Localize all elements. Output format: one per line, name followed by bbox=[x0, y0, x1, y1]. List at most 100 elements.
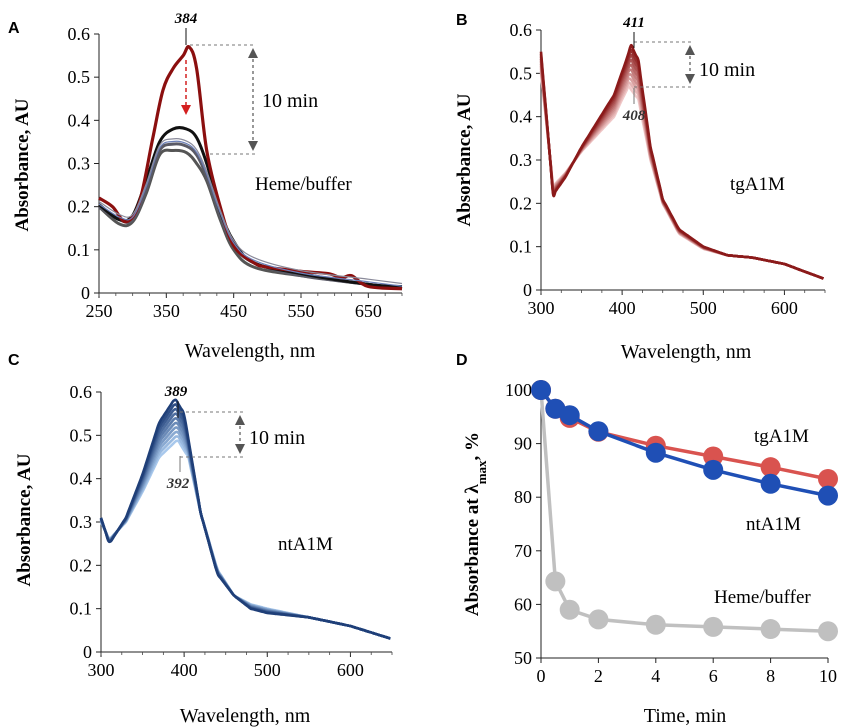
spectrum-line bbox=[98, 44, 403, 291]
y-tick-label: 0.2 bbox=[70, 555, 93, 575]
y-tick-label: 80 bbox=[514, 487, 532, 507]
data-point bbox=[703, 616, 724, 637]
y-axis-label: Absorbance, AU bbox=[12, 98, 33, 231]
sample-label: tgA1M bbox=[730, 174, 785, 195]
y-tick-label: 0.6 bbox=[68, 24, 91, 44]
y-tick-label: 0.3 bbox=[68, 154, 91, 174]
spectrum-line bbox=[539, 58, 824, 280]
x-axis-label: Wavelength, nm bbox=[621, 341, 752, 363]
x-tick-label: 2 bbox=[594, 666, 603, 686]
time-label: 10 min bbox=[262, 90, 318, 112]
y-tick-label: 0.4 bbox=[510, 107, 533, 127]
spectrum-line bbox=[539, 61, 824, 280]
data-point bbox=[760, 619, 781, 640]
x-axis-label: Wavelength, nm bbox=[180, 705, 311, 727]
y-tick-label: 0 bbox=[83, 642, 92, 662]
y-tick-label: 0 bbox=[81, 283, 90, 303]
data-point bbox=[559, 405, 580, 426]
panel-letter: B bbox=[456, 12, 468, 29]
x-tick-label: 10 bbox=[819, 666, 837, 686]
x-tick-label: 500 bbox=[254, 660, 281, 680]
data-point bbox=[531, 380, 551, 400]
y-tick-label: 0.1 bbox=[68, 240, 91, 260]
spectra bbox=[99, 398, 391, 640]
sample-label: ntA1M bbox=[278, 534, 333, 555]
y-tick-label: 0.4 bbox=[68, 110, 91, 130]
x-tick-label: 600 bbox=[337, 660, 364, 680]
data-point bbox=[818, 485, 838, 506]
data-point bbox=[818, 621, 838, 642]
spectrum-line bbox=[98, 148, 403, 291]
y-tick-label: 0.5 bbox=[510, 63, 533, 83]
spectrum-line bbox=[539, 63, 824, 280]
annotation-10min: 10 min 384 bbox=[174, 11, 318, 155]
spectra bbox=[539, 43, 824, 280]
data-point bbox=[818, 468, 838, 489]
peak-label-start: 411 bbox=[622, 15, 645, 31]
spectrum-line bbox=[98, 138, 403, 285]
data-point bbox=[760, 473, 781, 494]
annotation-10min: 10 min 389 392 bbox=[164, 384, 305, 492]
y-tick-label: 0.1 bbox=[510, 237, 533, 257]
x-tick-label: 300 bbox=[88, 660, 115, 680]
y-tick-label: 0.6 bbox=[70, 382, 93, 402]
x-tick-label: 600 bbox=[771, 298, 798, 318]
axes: 250 350 450 550 650 0 0.1 0.2 0.3 0.4 0.5 0.6 bbox=[68, 24, 403, 321]
data-point bbox=[645, 614, 666, 635]
panel-letter: C bbox=[8, 352, 20, 369]
x-tick-label: 300 bbox=[528, 298, 555, 318]
x-tick-label: 6 bbox=[709, 666, 718, 686]
series-label-tgA1M: tgA1M bbox=[754, 426, 809, 447]
annotation-10min: 10 min 411 408 bbox=[622, 15, 755, 124]
y-tick-label: 0.3 bbox=[510, 150, 533, 170]
peak-label-end: 392 bbox=[166, 476, 190, 492]
spectrum-line bbox=[539, 43, 824, 280]
panel-c: C Absorbance, AU Wavelength, nm 300 400 50… bbox=[8, 352, 393, 727]
y-tick-label: 0.5 bbox=[68, 67, 91, 87]
peak-label: 384 bbox=[174, 11, 198, 27]
x-tick-label: 400 bbox=[171, 660, 198, 680]
data-point bbox=[545, 571, 566, 592]
x-tick-label: 500 bbox=[690, 298, 717, 318]
x-tick-label: 650 bbox=[355, 301, 382, 321]
time-course bbox=[531, 380, 838, 642]
x-tick-label: 8 bbox=[766, 666, 775, 686]
y-axis-label: Absorbance at λmax, % bbox=[462, 432, 489, 616]
y-tick-label: 0.2 bbox=[510, 193, 533, 213]
time-label: 10 min bbox=[699, 59, 755, 81]
x-tick-label: 550 bbox=[288, 301, 315, 321]
spectrum-line bbox=[99, 430, 391, 640]
spectrum-line bbox=[98, 140, 403, 287]
axes: 300 400 500 600 0 0.1 0.2 0.3 0.4 0.5 0.6 bbox=[70, 382, 393, 680]
spectrum-line bbox=[99, 426, 391, 640]
y-tick-label: 0.5 bbox=[70, 425, 93, 445]
y-axis-label: Absorbance, AU bbox=[14, 453, 35, 586]
spectrum-line bbox=[539, 48, 824, 280]
axes: 300 400 500 600 0 0.1 0.2 0.3 0.4 0.5 0.6 bbox=[510, 20, 826, 318]
x-axis-label: Wavelength, nm bbox=[185, 340, 316, 362]
spectra bbox=[98, 44, 403, 291]
panel-letter: D bbox=[456, 352, 468, 369]
x-tick-label: 250 bbox=[86, 301, 113, 321]
y-tick-label: 60 bbox=[514, 594, 532, 614]
x-tick-label: 400 bbox=[609, 298, 636, 318]
data-point bbox=[760, 457, 781, 478]
y-tick-label: 0.4 bbox=[70, 469, 93, 489]
x-tick-label: 350 bbox=[153, 301, 180, 321]
x-axis-label: Time, min bbox=[644, 705, 727, 727]
panel-d: D Absorbance at λmax, % Time, min 0 2 4 6 8 1… bbox=[456, 352, 838, 727]
y-tick-label: 100 bbox=[505, 380, 532, 400]
x-tick-label: 0 bbox=[537, 666, 546, 686]
y-tick-label: 50 bbox=[514, 648, 532, 668]
y-tick-label: 0.1 bbox=[70, 599, 93, 619]
spectrum-line bbox=[539, 65, 824, 280]
x-tick-label: 4 bbox=[651, 666, 660, 686]
y-tick-label: 0.3 bbox=[70, 512, 93, 532]
panel-a: A Absorbance, AU Wavelength, nm 250 350 45… bbox=[8, 11, 403, 362]
series-label-ntA1M: ntA1M bbox=[746, 514, 801, 535]
series-label-heme-buffer: Heme/buffer bbox=[714, 587, 811, 608]
data-point bbox=[588, 609, 609, 630]
y-tick-label: 0.2 bbox=[68, 197, 91, 217]
y-tick-label: 0 bbox=[523, 280, 532, 300]
